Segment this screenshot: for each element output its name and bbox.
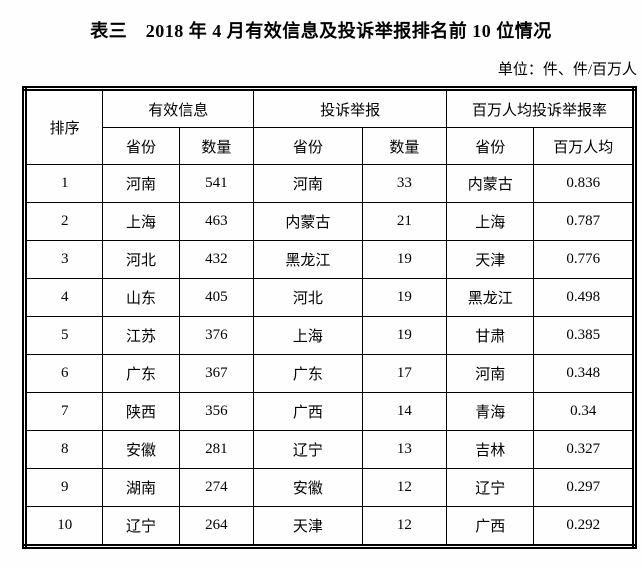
table-cell: 19 <box>361 278 448 317</box>
table-cell: 江苏 <box>102 316 180 355</box>
table-cell: 天津 <box>253 506 363 547</box>
table-cell: 0.836 <box>533 164 635 203</box>
table-cell: 青海 <box>446 392 535 431</box>
table-cell: 河南 <box>253 164 363 203</box>
table-cell: 安徽 <box>102 430 180 469</box>
table-cell: 陕西 <box>102 392 180 431</box>
table-cell: 376 <box>178 316 255 355</box>
table-cell: 吉林 <box>446 430 535 469</box>
table-cell: 19 <box>361 240 448 279</box>
table-cell: 356 <box>178 392 255 431</box>
table-cell: 河南 <box>102 164 180 203</box>
table-row: 9 湖南 274 安徽 12 辽宁 0.297 <box>23 468 635 507</box>
table-cell: 0.787 <box>533 202 635 241</box>
group-header-valid-info: 有效信息 <box>102 88 255 128</box>
table-cell: 黑龙江 <box>446 278 535 317</box>
col-header-province: 省份 <box>102 127 180 165</box>
table-row: 7 陕西 356 广西 14 青海 0.34 <box>23 392 635 431</box>
table-cell: 367 <box>178 354 255 393</box>
rank-cell: 8 <box>23 430 104 469</box>
table-row: 1 河南 541 河南 33 内蒙古 0.836 <box>23 164 635 203</box>
table-cell: 12 <box>361 506 448 547</box>
rank-cell: 4 <box>23 278 104 317</box>
table-row: 3 河北 432 黑龙江 19 天津 0.776 <box>23 240 635 279</box>
rank-cell: 5 <box>23 316 104 355</box>
table-cell: 河北 <box>102 240 180 279</box>
table-cell: 湖南 <box>102 468 180 507</box>
table-cell: 河南 <box>446 354 535 393</box>
page-title: 表三 2018 年 4 月有效信息及投诉举报排名前 10 位情况 <box>90 21 552 41</box>
table-cell: 辽宁 <box>446 468 535 507</box>
rank-cell: 9 <box>23 468 104 507</box>
table-cell: 17 <box>361 354 448 393</box>
table-cell: 463 <box>178 202 255 241</box>
rank-cell: 3 <box>23 240 104 279</box>
table-row: 8 安徽 281 辽宁 13 吉林 0.327 <box>23 430 635 469</box>
table-cell: 274 <box>178 468 255 507</box>
table-cell: 上海 <box>253 316 363 355</box>
table-cell: 内蒙古 <box>253 202 363 241</box>
table-cell: 天津 <box>446 240 535 279</box>
rank-cell: 7 <box>23 392 104 431</box>
col-header-count: 数量 <box>361 127 448 165</box>
table-cell: 黑龙江 <box>253 240 363 279</box>
table-cell: 264 <box>178 506 255 547</box>
table-cell: 21 <box>361 202 448 241</box>
table-row: 6 广东 367 广东 17 河南 0.348 <box>23 354 635 393</box>
table-cell: 0.385 <box>533 316 635 355</box>
table-cell: 14 <box>361 392 448 431</box>
table-cell: 广西 <box>446 506 535 547</box>
group-header-per-million-rate: 百万人均投诉举报率 <box>446 88 635 128</box>
table-cell: 541 <box>178 164 255 203</box>
header-group-row: 排序 有效信息 投诉举报 百万人均投诉举报率 <box>23 88 635 165</box>
table-row: 5 江苏 376 上海 19 甘肃 0.385 <box>23 316 635 355</box>
rank-cell: 10 <box>23 506 104 547</box>
table-cell: 广西 <box>253 392 363 431</box>
col-header-per-million: 百万人均 <box>533 127 635 165</box>
table-cell: 甘肃 <box>446 316 535 355</box>
table-cell: 上海 <box>446 202 535 241</box>
table-cell: 0.327 <box>533 430 635 469</box>
table-cell: 405 <box>178 278 255 317</box>
table-cell: 33 <box>361 164 448 203</box>
col-header-rank: 排序 <box>23 88 104 165</box>
table-cell: 广东 <box>102 354 180 393</box>
table-row: 4 山东 405 河北 19 黑龙江 0.498 <box>23 278 635 317</box>
table-cell: 山东 <box>102 278 180 317</box>
group-header-complaints: 投诉举报 <box>253 88 448 128</box>
table-cell: 281 <box>178 430 255 469</box>
rank-cell: 1 <box>23 164 104 203</box>
table-cell: 安徽 <box>253 468 363 507</box>
unit-label: 单位：件、件/百万人 <box>497 62 637 78</box>
table-cell: 河北 <box>253 278 363 317</box>
table-cell: 19 <box>361 316 448 355</box>
table-row: 10 辽宁 264 天津 12 广西 0.292 <box>23 506 635 547</box>
table-cell: 内蒙古 <box>446 164 535 203</box>
table-cell: 广东 <box>253 354 363 393</box>
table-cell: 12 <box>361 468 448 507</box>
table-cell: 辽宁 <box>253 430 363 469</box>
table-row: 2 上海 463 内蒙古 21 上海 0.787 <box>23 202 635 241</box>
table-cell: 432 <box>178 240 255 279</box>
rank-cell: 6 <box>23 354 104 393</box>
table-cell: 0.292 <box>533 506 635 547</box>
table-cell: 0.297 <box>533 468 635 507</box>
ranking-table: 排序 有效信息 投诉举报 百万人均投诉举报率 省份 数量 省份 数量 省份 百万… <box>22 86 637 549</box>
table-cell: 0.498 <box>533 278 635 317</box>
table-cell: 0.348 <box>533 354 635 393</box>
rank-cell: 2 <box>23 202 104 241</box>
table-cell: 0.776 <box>533 240 635 279</box>
col-header-province: 省份 <box>253 127 363 165</box>
col-header-province: 省份 <box>446 127 535 165</box>
table-cell: 辽宁 <box>102 506 180 547</box>
table-cell: 0.34 <box>533 392 635 431</box>
header-sub-row: 省份 数量 省份 数量 省份 百万人均 <box>25 127 635 165</box>
table-cell: 上海 <box>102 202 180 241</box>
table-cell: 13 <box>361 430 448 469</box>
col-header-count: 数量 <box>178 127 255 165</box>
